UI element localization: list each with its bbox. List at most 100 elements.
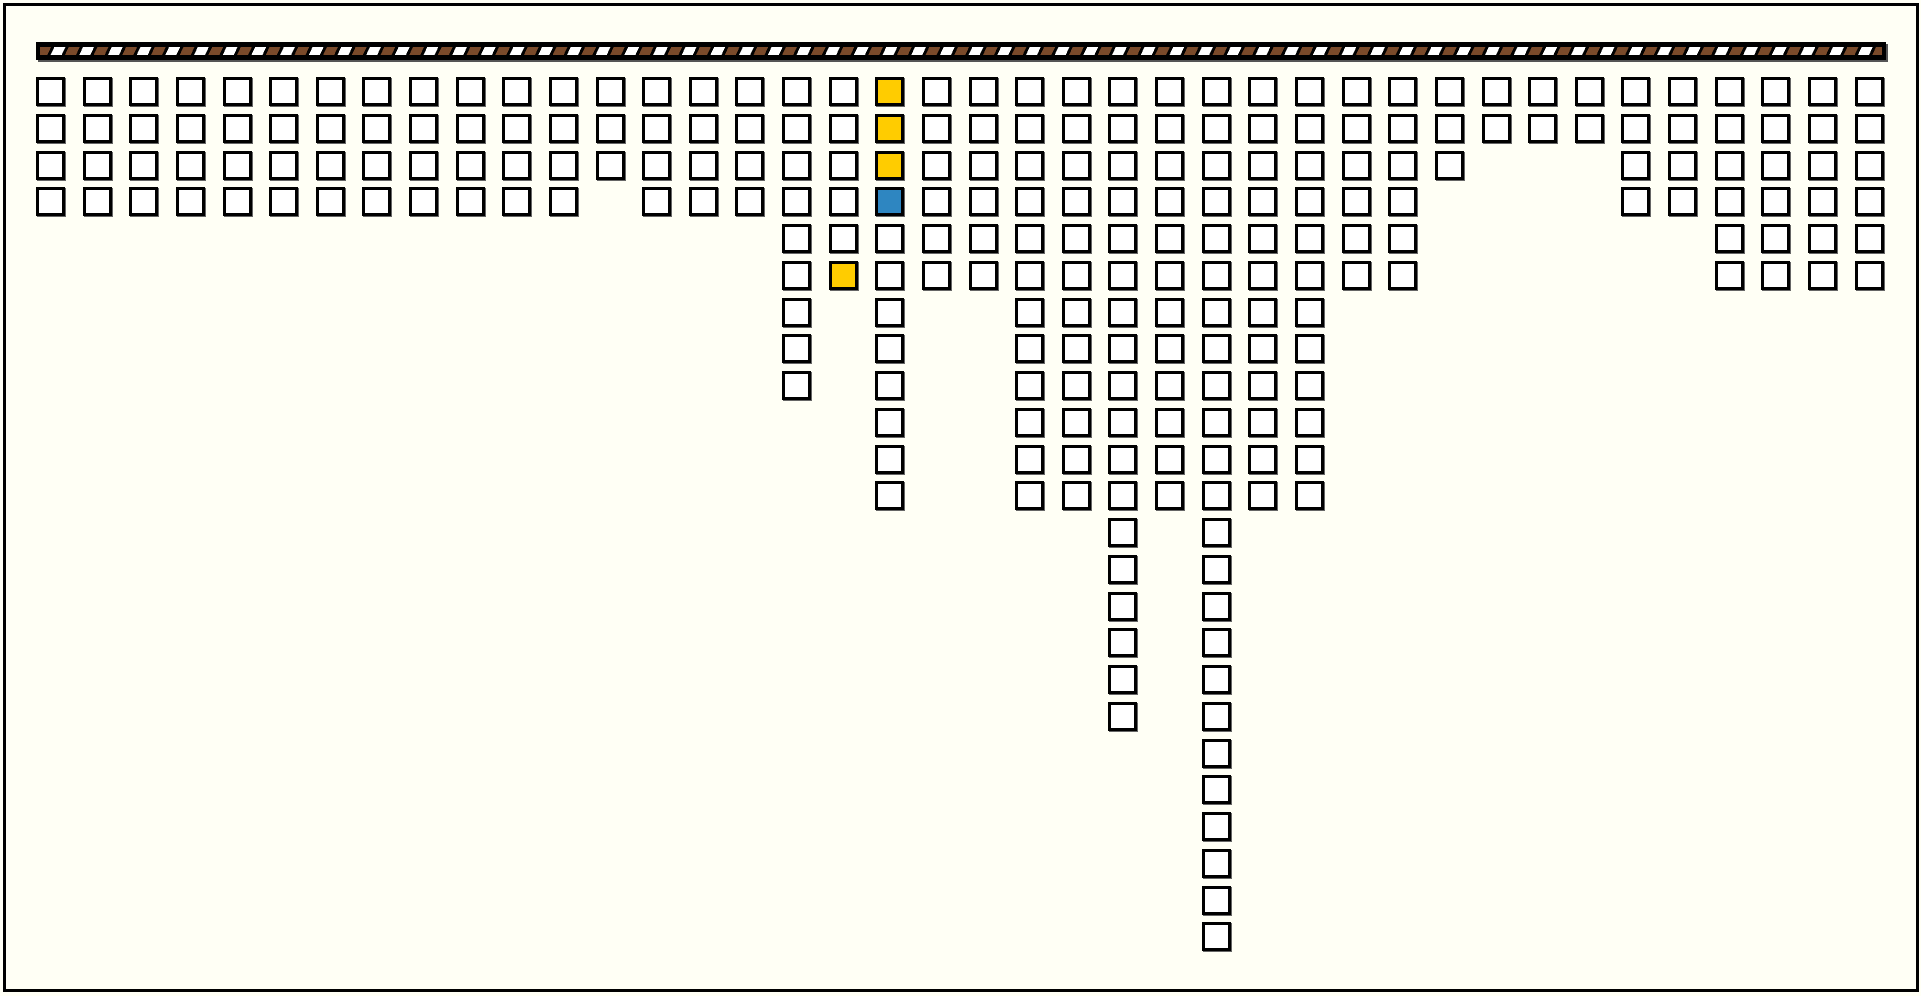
grid-cell[interactable] xyxy=(1575,77,1604,106)
grid-cell[interactable] xyxy=(1761,77,1790,106)
grid-cell[interactable] xyxy=(829,77,858,106)
grid-cell[interactable] xyxy=(176,77,205,106)
grid-cell[interactable] xyxy=(1388,151,1417,180)
grid-cell[interactable] xyxy=(1761,224,1790,253)
grid-cell[interactable] xyxy=(1062,187,1091,216)
grid-cell[interactable] xyxy=(1202,555,1231,584)
grid-cell[interactable] xyxy=(83,77,112,106)
grid-cell[interactable] xyxy=(1248,298,1277,327)
grid-cell[interactable] xyxy=(1388,77,1417,106)
grid-cell[interactable] xyxy=(1202,739,1231,768)
grid-cell[interactable] xyxy=(1482,114,1511,143)
grid-cell[interactable] xyxy=(1248,334,1277,363)
grid-cell[interactable] xyxy=(922,77,951,106)
grid-cell[interactable] xyxy=(1342,187,1371,216)
grid-cell[interactable] xyxy=(1388,261,1417,290)
grid-cell[interactable] xyxy=(129,187,158,216)
grid-cell[interactable] xyxy=(1108,334,1137,363)
grid-cell[interactable] xyxy=(1015,408,1044,437)
grid-cell[interactable] xyxy=(875,114,904,143)
grid-cell[interactable] xyxy=(176,151,205,180)
grid-cell[interactable] xyxy=(549,77,578,106)
grid-cell[interactable] xyxy=(642,77,671,106)
grid-cell[interactable] xyxy=(1062,77,1091,106)
grid-cell[interactable] xyxy=(1482,77,1511,106)
grid-cell[interactable] xyxy=(596,114,625,143)
grid-cell[interactable] xyxy=(1248,114,1277,143)
grid-cell[interactable] xyxy=(1295,114,1324,143)
grid-cell[interactable] xyxy=(922,224,951,253)
grid-cell[interactable] xyxy=(1202,151,1231,180)
grid-cell[interactable] xyxy=(1062,151,1091,180)
grid-cell[interactable] xyxy=(549,187,578,216)
grid-cell[interactable] xyxy=(1202,592,1231,621)
grid-cell[interactable] xyxy=(502,151,531,180)
grid-cell[interactable] xyxy=(1108,224,1137,253)
grid-cell[interactable] xyxy=(1202,114,1231,143)
grid-cell[interactable] xyxy=(829,114,858,143)
grid-cell[interactable] xyxy=(1062,445,1091,474)
grid-cell[interactable] xyxy=(1015,334,1044,363)
grid-cell[interactable] xyxy=(875,445,904,474)
grid-cell[interactable] xyxy=(83,114,112,143)
grid-cell[interactable] xyxy=(1108,371,1137,400)
grid-cell[interactable] xyxy=(1155,371,1184,400)
grid-cell[interactable] xyxy=(1155,481,1184,510)
grid-cell[interactable] xyxy=(1295,261,1324,290)
grid-cell[interactable] xyxy=(969,114,998,143)
grid-cell[interactable] xyxy=(269,114,298,143)
grid-cell[interactable] xyxy=(1108,261,1137,290)
grid-cell[interactable] xyxy=(1295,445,1324,474)
grid-cell[interactable] xyxy=(1108,445,1137,474)
grid-cell[interactable] xyxy=(1715,224,1744,253)
grid-cell[interactable] xyxy=(1342,224,1371,253)
grid-cell[interactable] xyxy=(922,151,951,180)
grid-cell[interactable] xyxy=(1202,849,1231,878)
grid-cell[interactable] xyxy=(1155,77,1184,106)
grid-cell[interactable] xyxy=(1015,261,1044,290)
grid-cell[interactable] xyxy=(1108,114,1137,143)
grid-cell[interactable] xyxy=(549,151,578,180)
grid-cell[interactable] xyxy=(1108,187,1137,216)
grid-cell[interactable] xyxy=(1528,114,1557,143)
grid-cell[interactable] xyxy=(1435,114,1464,143)
grid-cell[interactable] xyxy=(1062,224,1091,253)
grid-cell[interactable] xyxy=(875,224,904,253)
grid-cell[interactable] xyxy=(1062,261,1091,290)
grid-cell[interactable] xyxy=(1202,334,1231,363)
grid-cell[interactable] xyxy=(1621,187,1650,216)
grid-cell[interactable] xyxy=(829,261,858,290)
grid-cell[interactable] xyxy=(1342,151,1371,180)
grid-cell[interactable] xyxy=(1202,261,1231,290)
grid-cell[interactable] xyxy=(875,187,904,216)
grid-cell[interactable] xyxy=(1108,481,1137,510)
grid-cell[interactable] xyxy=(549,114,578,143)
grid-cell[interactable] xyxy=(1108,518,1137,547)
grid-cell[interactable] xyxy=(969,261,998,290)
grid-cell[interactable] xyxy=(1808,224,1837,253)
grid-cell[interactable] xyxy=(1295,334,1324,363)
grid-cell[interactable] xyxy=(502,187,531,216)
grid-cell[interactable] xyxy=(409,114,438,143)
grid-cell[interactable] xyxy=(689,187,718,216)
grid-cell[interactable] xyxy=(1668,187,1697,216)
grid-cell[interactable] xyxy=(176,114,205,143)
grid-cell[interactable] xyxy=(782,187,811,216)
grid-cell[interactable] xyxy=(875,334,904,363)
grid-cell[interactable] xyxy=(36,151,65,180)
grid-cell[interactable] xyxy=(1855,77,1884,106)
grid-cell[interactable] xyxy=(689,151,718,180)
grid-cell[interactable] xyxy=(1761,114,1790,143)
grid-cell[interactable] xyxy=(969,151,998,180)
grid-cell[interactable] xyxy=(1855,114,1884,143)
grid-cell[interactable] xyxy=(1435,151,1464,180)
grid-cell[interactable] xyxy=(362,114,391,143)
grid-cell[interactable] xyxy=(596,151,625,180)
grid-cell[interactable] xyxy=(1108,702,1137,731)
grid-cell[interactable] xyxy=(1388,187,1417,216)
grid-cell[interactable] xyxy=(689,77,718,106)
grid-cell[interactable] xyxy=(922,114,951,143)
grid-cell[interactable] xyxy=(1715,151,1744,180)
grid-cell[interactable] xyxy=(1202,886,1231,915)
grid-cell[interactable] xyxy=(735,77,764,106)
